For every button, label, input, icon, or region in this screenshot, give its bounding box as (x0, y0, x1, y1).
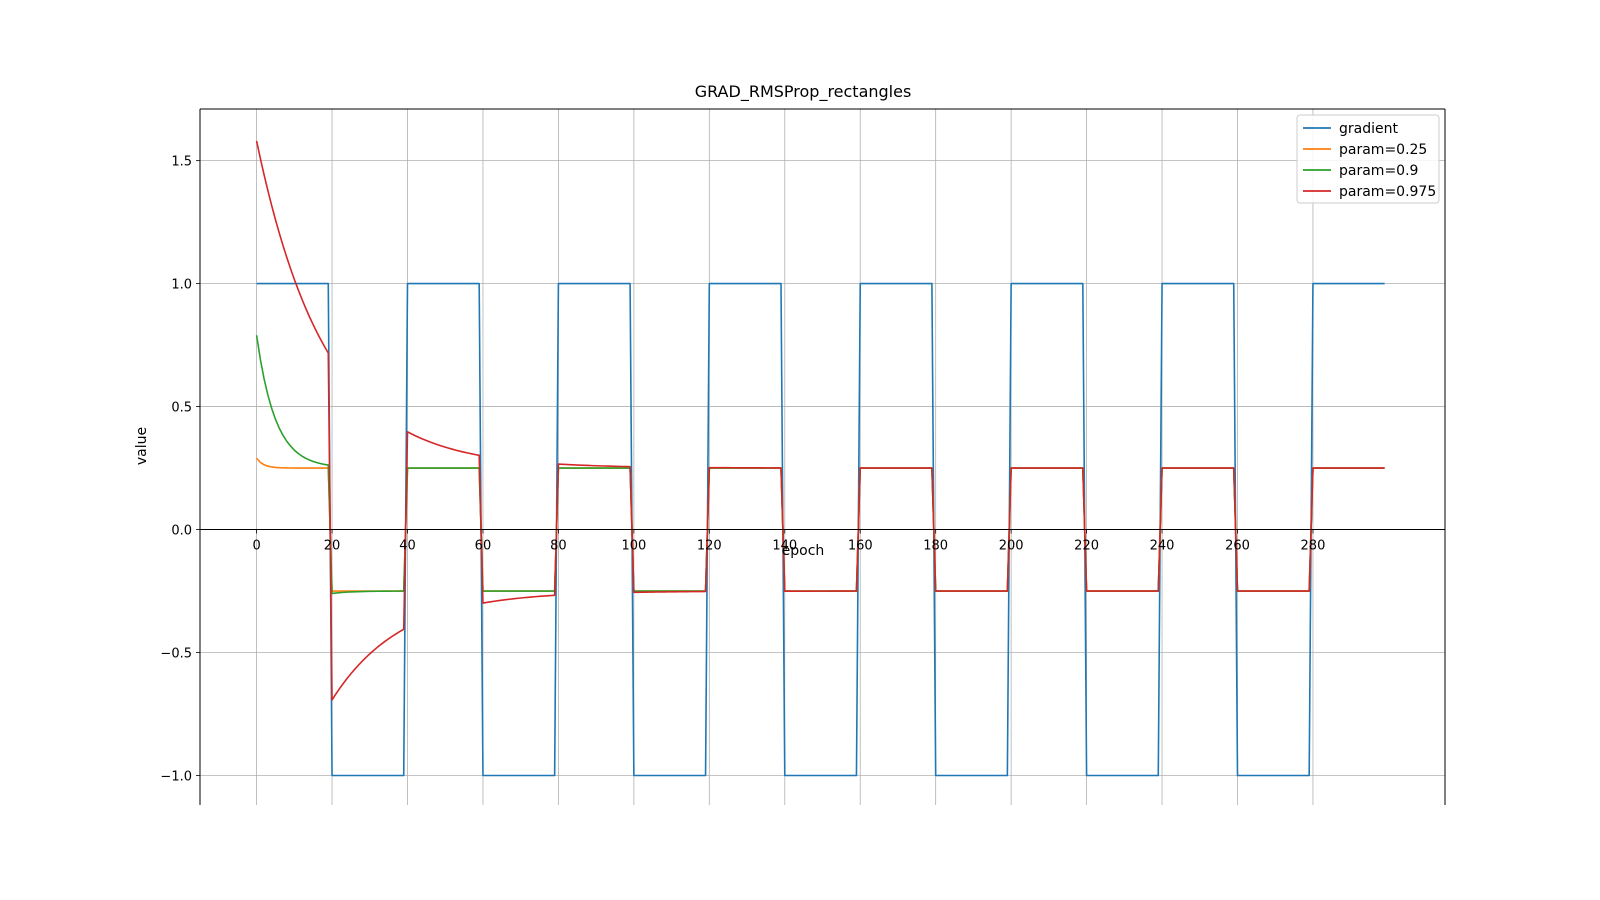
x-tick-label: 120 (697, 539, 722, 554)
y-tick-label: 1.5 (171, 155, 192, 170)
x-tick-label: 20 (324, 539, 341, 554)
chart-title: GRAD_RMSProp_rectangles (695, 82, 912, 102)
x-tick-label: 0 (252, 539, 260, 554)
legend-box (1296, 114, 1440, 204)
y-tick-label: −1.0 (160, 769, 192, 784)
legend-label: param=0.975 (1339, 184, 1436, 200)
tick-labels: 0 20 40 60 80 100 120 140 160 180 200 220 240 260 280 −… (160, 155, 1325, 785)
x-tick-label: 100 (621, 539, 646, 554)
axes-frame (199, 108, 1446, 805)
legend: gradient param=0.25 param=0.9 param=0.975 (1296, 114, 1440, 204)
x-tick-label: 220 (1074, 539, 1099, 554)
legend-label: param=0.9 (1339, 163, 1418, 179)
x-tick-label: 40 (399, 539, 416, 554)
x-tick-label: 260 (1225, 539, 1250, 554)
x-tick-label: 200 (999, 539, 1024, 554)
x-axis-label: epoch (782, 543, 825, 559)
y-tick-label: 0.0 (171, 524, 192, 539)
y-tick-label: −0.5 (160, 647, 192, 662)
x-tick-label: 60 (475, 539, 492, 554)
series-line (255, 140, 1385, 701)
legend-label: param=0.25 (1339, 142, 1427, 158)
series-lines (255, 140, 1385, 777)
x-tick-label: 80 (550, 539, 567, 554)
y-tick-label: 1.0 (171, 278, 192, 293)
x-tick-label: 240 (1150, 539, 1175, 554)
x-tick-label: 180 (923, 539, 948, 554)
y-tick-label: 0.5 (171, 401, 192, 416)
x-tick-label: 140 (772, 539, 797, 554)
grid (200, 109, 1445, 805)
y-axis-label: value (134, 427, 150, 465)
legend-label: gradient (1339, 121, 1398, 137)
series-line (256, 282, 1385, 777)
series-line (255, 457, 1385, 592)
x-tick-label: 280 (1301, 539, 1326, 554)
x-tick-label: 160 (848, 539, 873, 554)
